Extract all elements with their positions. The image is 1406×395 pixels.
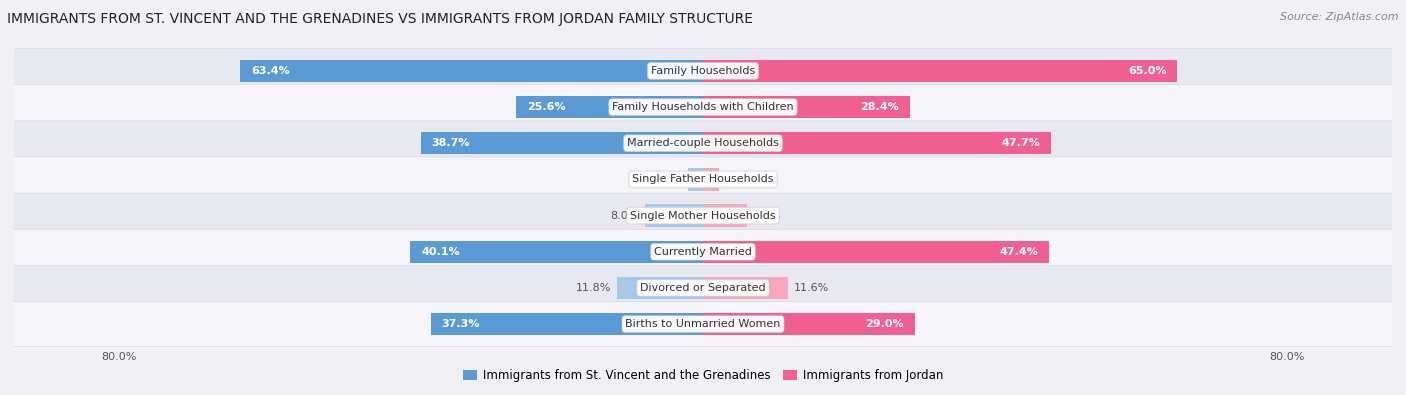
Text: 11.6%: 11.6% <box>793 283 828 293</box>
Text: IMMIGRANTS FROM ST. VINCENT AND THE GRENADINES VS IMMIGRANTS FROM JORDAN FAMILY : IMMIGRANTS FROM ST. VINCENT AND THE GREN… <box>7 12 754 26</box>
Text: Single Mother Households: Single Mother Households <box>630 211 776 220</box>
Text: 2.2%: 2.2% <box>725 175 754 184</box>
Text: 29.0%: 29.0% <box>865 319 904 329</box>
Bar <box>703 204 747 227</box>
FancyBboxPatch shape <box>13 49 1393 93</box>
Text: Source: ZipAtlas.com: Source: ZipAtlas.com <box>1281 12 1399 22</box>
Text: 63.4%: 63.4% <box>252 66 290 76</box>
Bar <box>644 204 703 227</box>
Text: Family Households: Family Households <box>651 66 755 76</box>
FancyBboxPatch shape <box>13 265 1393 310</box>
Text: Married-couple Households: Married-couple Households <box>627 138 779 148</box>
Text: 37.3%: 37.3% <box>441 319 479 329</box>
Text: 65.0%: 65.0% <box>1128 66 1167 76</box>
Bar <box>420 132 703 154</box>
Bar <box>703 241 1049 263</box>
Bar <box>617 277 703 299</box>
Text: 38.7%: 38.7% <box>432 138 470 148</box>
Legend: Immigrants from St. Vincent and the Grenadines, Immigrants from Jordan: Immigrants from St. Vincent and the Gren… <box>458 364 948 387</box>
Text: Divorced or Separated: Divorced or Separated <box>640 283 766 293</box>
FancyBboxPatch shape <box>13 229 1393 274</box>
Text: Family Households with Children: Family Households with Children <box>612 102 794 112</box>
Text: 28.4%: 28.4% <box>860 102 900 112</box>
Bar <box>703 132 1052 154</box>
Text: 11.8%: 11.8% <box>575 283 612 293</box>
Bar <box>703 168 718 191</box>
Text: 47.4%: 47.4% <box>1000 247 1038 257</box>
Bar <box>411 241 703 263</box>
Text: Currently Married: Currently Married <box>654 247 752 257</box>
Bar <box>703 96 910 118</box>
Bar <box>430 313 703 335</box>
Bar <box>703 60 1177 82</box>
Bar <box>516 96 703 118</box>
Text: Single Father Households: Single Father Households <box>633 175 773 184</box>
FancyBboxPatch shape <box>13 121 1393 166</box>
FancyBboxPatch shape <box>13 157 1393 202</box>
Text: Births to Unmarried Women: Births to Unmarried Women <box>626 319 780 329</box>
FancyBboxPatch shape <box>13 193 1393 238</box>
Text: 40.1%: 40.1% <box>422 247 460 257</box>
Text: 6.0%: 6.0% <box>752 211 780 220</box>
Bar <box>240 60 703 82</box>
FancyBboxPatch shape <box>13 85 1393 130</box>
Bar <box>689 168 703 191</box>
Bar <box>703 313 915 335</box>
Text: 25.6%: 25.6% <box>527 102 565 112</box>
Text: 8.0%: 8.0% <box>610 211 638 220</box>
Bar <box>703 277 787 299</box>
Text: 2.0%: 2.0% <box>654 175 682 184</box>
FancyBboxPatch shape <box>13 302 1393 346</box>
Text: 47.7%: 47.7% <box>1001 138 1040 148</box>
